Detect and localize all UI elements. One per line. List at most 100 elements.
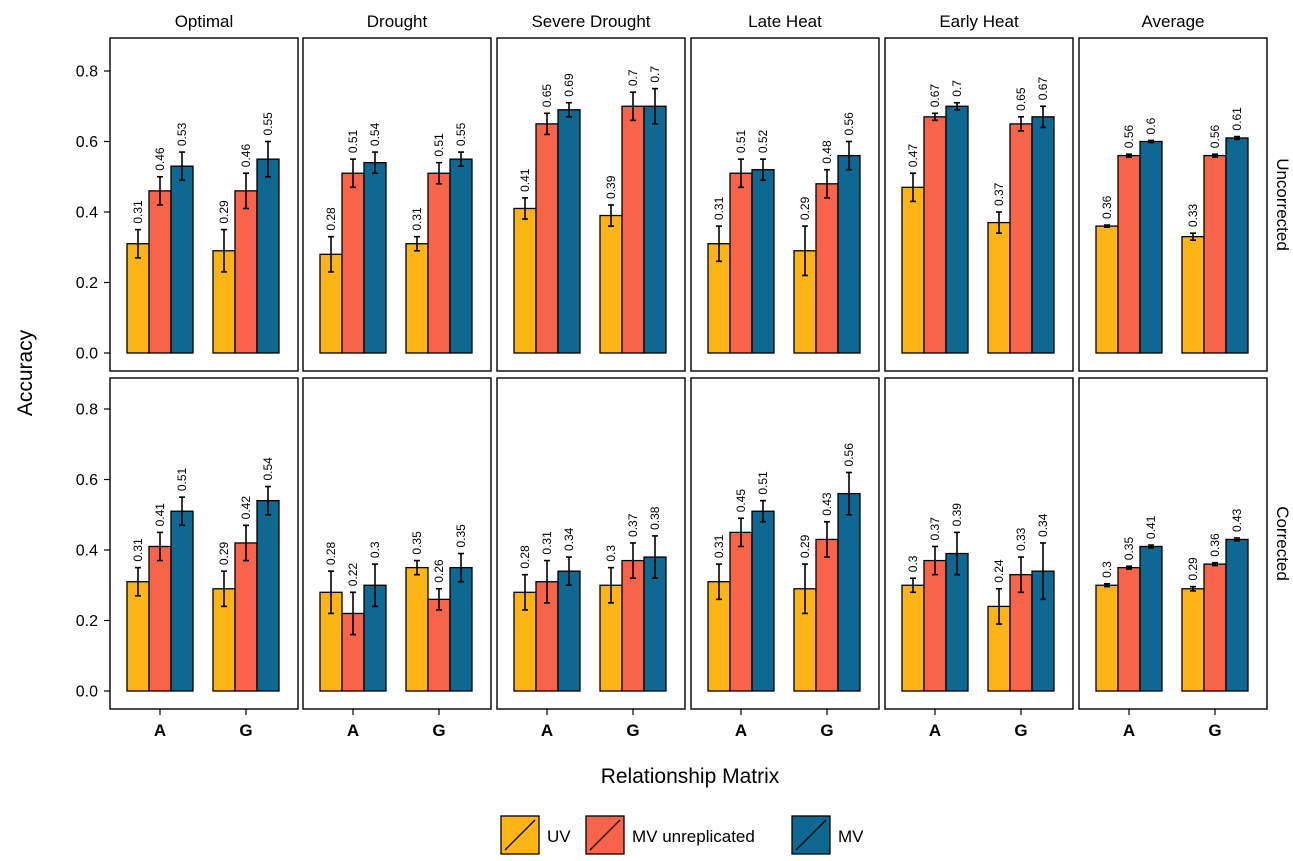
x-tick-label: G [239,721,252,740]
bar [427,172,451,354]
bar [901,186,925,354]
legend-item: MV unreplicated [585,815,755,855]
facet-panel: 0.47 0.67 0.7 0.37 0.65 0.67 [884,37,1074,372]
data-label: 0.56 [842,112,856,136]
data-label: 0.47 [906,144,920,168]
bar [363,161,387,354]
bar [751,510,775,692]
column-strip-label: Optimal [175,12,234,31]
data-label: 0.35 [410,531,424,555]
bar [1225,137,1249,354]
bar [621,105,645,354]
facet-panel: 0.31 0.46 0.53 0.29 0.46 0.55 [109,37,299,372]
data-label: 0.51 [346,129,360,153]
data-label: 0.28 [518,545,532,569]
facet-panel: 0.3 0.35 0.41 0.29 0.36 0.43 [1078,377,1268,710]
facet-panel: 0.28 0.51 0.54 0.31 0.51 0.55 [302,37,492,372]
y-tick-label: 0.8 [76,402,98,419]
y-tick-label: 0.4 [76,205,98,222]
data-label: 0.45 [734,489,748,513]
bar [923,116,947,354]
bar [945,105,969,354]
bar [987,221,1011,354]
data-label: 0.29 [798,534,812,558]
data-label: 0.56 [1122,125,1136,149]
data-label: 0.55 [261,112,275,136]
bar [1181,588,1205,692]
y-axis-title: Accuracy [14,329,37,416]
data-label: 0.28 [324,207,338,231]
data-label: 0.36 [1208,533,1222,557]
data-label: 0.37 [992,182,1006,206]
data-label: 0.67 [928,84,942,108]
bar [599,214,623,354]
bar [148,190,172,354]
bar [751,169,775,354]
y-tick-label: 0.8 [76,64,98,81]
data-label: 0.31 [410,207,424,231]
y-tick-label: 0.0 [76,346,98,363]
data-label: 0.3 [1100,561,1114,578]
bar [1203,563,1227,692]
data-label: 0.51 [432,133,446,157]
legend-label: UV [547,827,571,846]
bar [621,559,645,692]
bar [405,243,429,354]
data-label: 0.36 [1100,195,1114,219]
data-label: 0.33 [1186,203,1200,227]
legend-swatch-slash [795,819,827,851]
column-strip-label: Drought [367,12,428,31]
x-tick-label: A [929,721,941,740]
data-label: 0.42 [239,496,253,520]
data-label: 0.46 [239,144,253,168]
bar [256,158,280,354]
data-label: 0.31 [131,200,145,224]
legend-item: UV [500,815,571,855]
bar [557,109,581,354]
bar [148,545,172,692]
data-label: 0.38 [648,506,662,530]
x-tick-label: A [541,721,553,740]
x-tick-label: A [347,721,359,740]
data-label: 0.35 [454,524,468,548]
data-label: 0.29 [798,196,812,220]
bar [535,123,559,354]
data-label: 0.31 [712,196,726,220]
column-strip-label: Late Heat [748,12,822,31]
y-tick-label: 0.2 [76,613,98,630]
data-label: 0.54 [261,457,275,481]
data-label: 0.56 [842,443,856,467]
bar [513,207,537,354]
data-label: 0.69 [562,73,576,97]
x-tick-label: A [735,721,747,740]
facet-panel: 0.31 0.51 0.52 0.29 0.48 0.56 [690,37,880,372]
data-label: 0.46 [153,147,167,171]
data-label: 0.34 [562,527,576,551]
bar [1203,154,1227,354]
data-label: 0.48 [820,140,834,164]
data-label: 0.39 [950,503,964,527]
data-label: 0.56 [1208,125,1222,149]
bar [449,158,473,354]
bar [1095,225,1119,354]
y-tick-label: 0.6 [76,472,98,489]
data-label: 0.55 [454,122,468,146]
bar [341,172,365,354]
column-strip-label: Average [1141,12,1204,31]
data-label: 0.41 [518,168,532,192]
x-tick-label: A [154,721,166,740]
bar [1009,123,1033,354]
legend-item: MV [791,815,864,855]
y-tick-label: 0.6 [76,134,98,151]
bar [729,531,753,692]
bar [1117,154,1141,354]
data-label: 0.31 [131,538,145,562]
facet-panel: 0.31 0.41 0.51 0.29 0.42 0.54 [109,377,299,710]
legend-swatch-slash [589,819,621,851]
bar [557,570,581,692]
facet-panel: 0.36 0.56 0.6 0.33 0.56 0.61 [1078,37,1268,372]
bar [837,154,861,354]
bar [170,510,194,692]
bar [1139,545,1163,692]
